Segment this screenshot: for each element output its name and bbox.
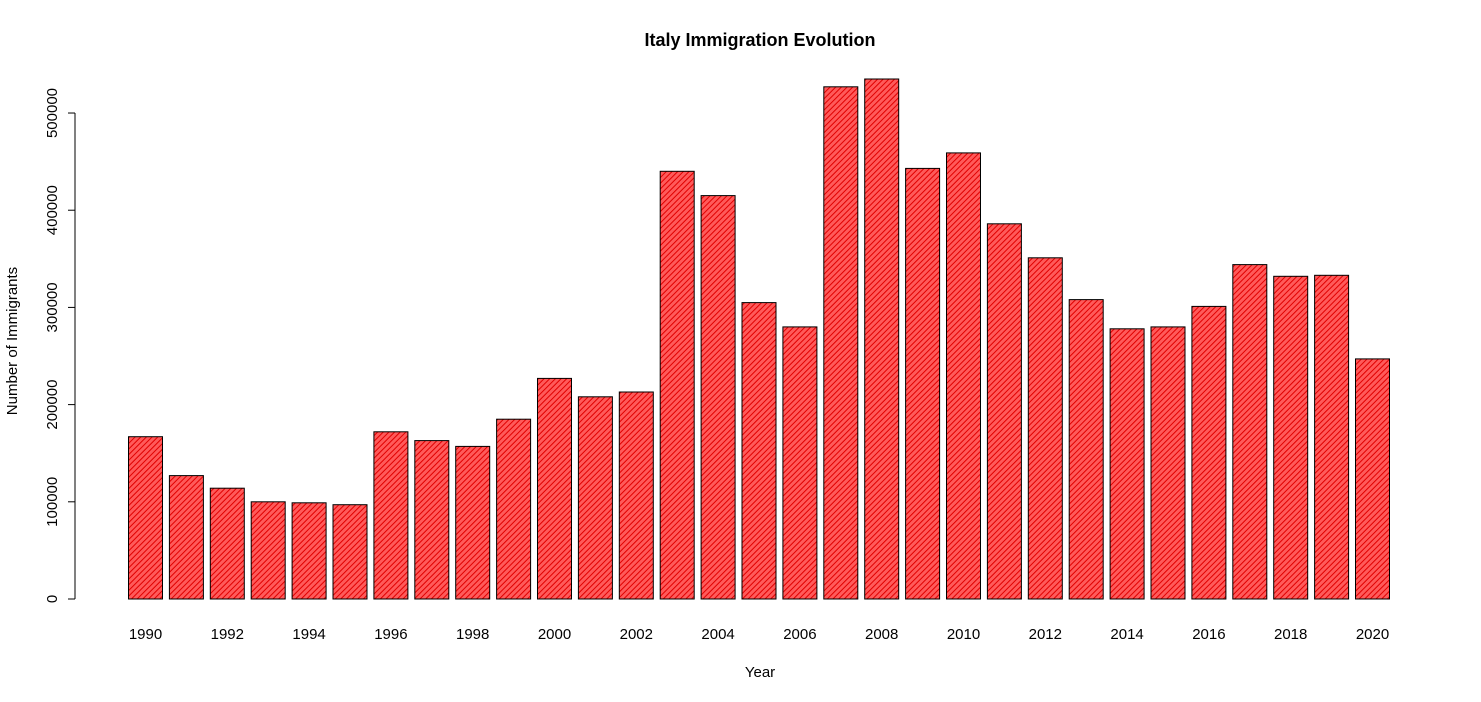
bar-1993: [250, 501, 286, 600]
y-axis: 0 100000 200000 300000 400000 500000: [44, 88, 76, 603]
bar-2005: [741, 302, 777, 600]
x-tick-label: 1992: [211, 626, 244, 643]
y-tick-label: 200000: [44, 380, 61, 430]
bar-1995: [332, 504, 368, 600]
bar-2018: [1273, 275, 1309, 600]
bar-1998: [455, 445, 491, 600]
chart-title: Italy Immigration Evolution: [644, 30, 875, 50]
x-tick-label: 2010: [947, 626, 980, 643]
x-tick-label: 2016: [1192, 626, 1225, 643]
bar-2007: [823, 86, 859, 600]
bar-2002: [618, 391, 654, 600]
x-tick-label: 1990: [129, 626, 162, 643]
bar-2012: [1027, 257, 1063, 600]
x-tick-label: 1996: [374, 626, 407, 643]
bar-2003: [659, 170, 695, 600]
x-tick-label: 2008: [865, 626, 898, 643]
x-tick-label: 1998: [456, 626, 489, 643]
bar-2016: [1191, 305, 1227, 600]
bar-2006: [782, 326, 818, 600]
bar-1992: [209, 487, 245, 600]
x-tick-label: 2014: [1110, 626, 1143, 643]
bar-2010: [946, 152, 981, 600]
x-tick-label: 2002: [620, 626, 653, 643]
bar-2011: [986, 223, 1022, 600]
bar-1996: [373, 431, 409, 600]
bar-1994: [291, 502, 327, 600]
x-axis-label: Year: [745, 664, 775, 681]
bar-2015: [1150, 326, 1186, 600]
bar-2008: [864, 78, 900, 600]
x-tick-label: 1994: [292, 626, 325, 643]
bar-2014: [1109, 328, 1145, 600]
y-tick-label: 300000: [44, 282, 61, 332]
bar-2009: [905, 167, 941, 600]
bar-1999: [496, 418, 532, 600]
x-axis-tick-labels: 1990 1992 1994 1996 1998 2000 2002 2004 2006 2008…: [129, 626, 1389, 643]
bar-2019: [1314, 274, 1350, 600]
x-tick-label: 2012: [1029, 626, 1062, 643]
bar-2013: [1068, 299, 1104, 600]
x-tick-label: 2004: [701, 626, 734, 643]
bars-group: [128, 78, 1390, 600]
bar-2020: [1355, 358, 1390, 600]
y-tick-label: 0: [44, 595, 61, 603]
x-tick-label: 2000: [538, 626, 571, 643]
bar-2017: [1232, 264, 1268, 600]
y-tick-label: 100000: [44, 477, 61, 527]
y-axis-label: Number of Immigrants: [4, 267, 21, 415]
x-tick-label: 2020: [1356, 626, 1389, 643]
bar-1997: [414, 440, 450, 600]
bar-1990: [128, 436, 163, 600]
y-tick-label: 500000: [44, 88, 61, 138]
bar-2000: [537, 377, 572, 600]
bar-1991: [168, 475, 204, 600]
x-tick-label: 2018: [1274, 626, 1307, 643]
bar-2004: [700, 195, 736, 600]
x-tick-label: 2006: [783, 626, 816, 643]
y-tick-label: 400000: [44, 185, 61, 235]
bar-2001: [577, 396, 613, 600]
